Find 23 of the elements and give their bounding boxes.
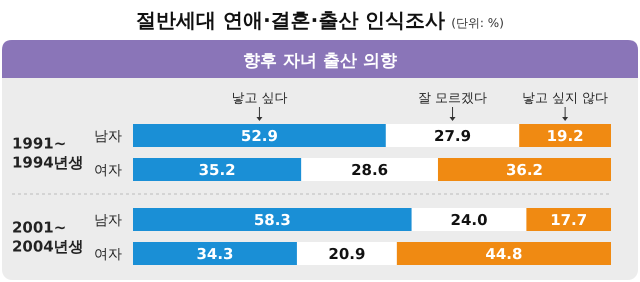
data-label: 17.7: [550, 211, 588, 229]
data-label: 35.2: [198, 161, 236, 179]
data-label: 27.9: [434, 127, 472, 145]
y-tick-label: 남자: [94, 128, 122, 144]
text: 1991~ 1994년생: [12, 134, 84, 172]
title: 절반세대 연애·결혼·출산 인식조사 (단위: %): [136, 8, 504, 32]
data-label: 58.3: [254, 211, 291, 229]
y-tick-label: 남자: [94, 212, 122, 228]
data-label: 36.2: [506, 161, 543, 179]
legend: 낳고 싶다: [231, 91, 288, 106]
y-tick-label: 여자: [94, 246, 122, 262]
data-label: 28.6: [351, 161, 388, 179]
data-label: 20.9: [328, 245, 366, 263]
data-label: 19.2: [546, 127, 584, 145]
legend: 낳고 싶지 않다: [522, 91, 608, 106]
data-label: 34.3: [196, 245, 234, 263]
subtitle: 향후 자녀 출산 의향: [243, 51, 397, 71]
text: 2001~ 2004년생: [12, 218, 84, 256]
data-label: 24.0: [450, 211, 488, 229]
data-label: 44.8: [485, 245, 522, 263]
y-tick-label: 여자: [94, 162, 122, 178]
legend: 잘 모르겠다: [418, 91, 488, 106]
data-label: 52.9: [240, 127, 278, 145]
